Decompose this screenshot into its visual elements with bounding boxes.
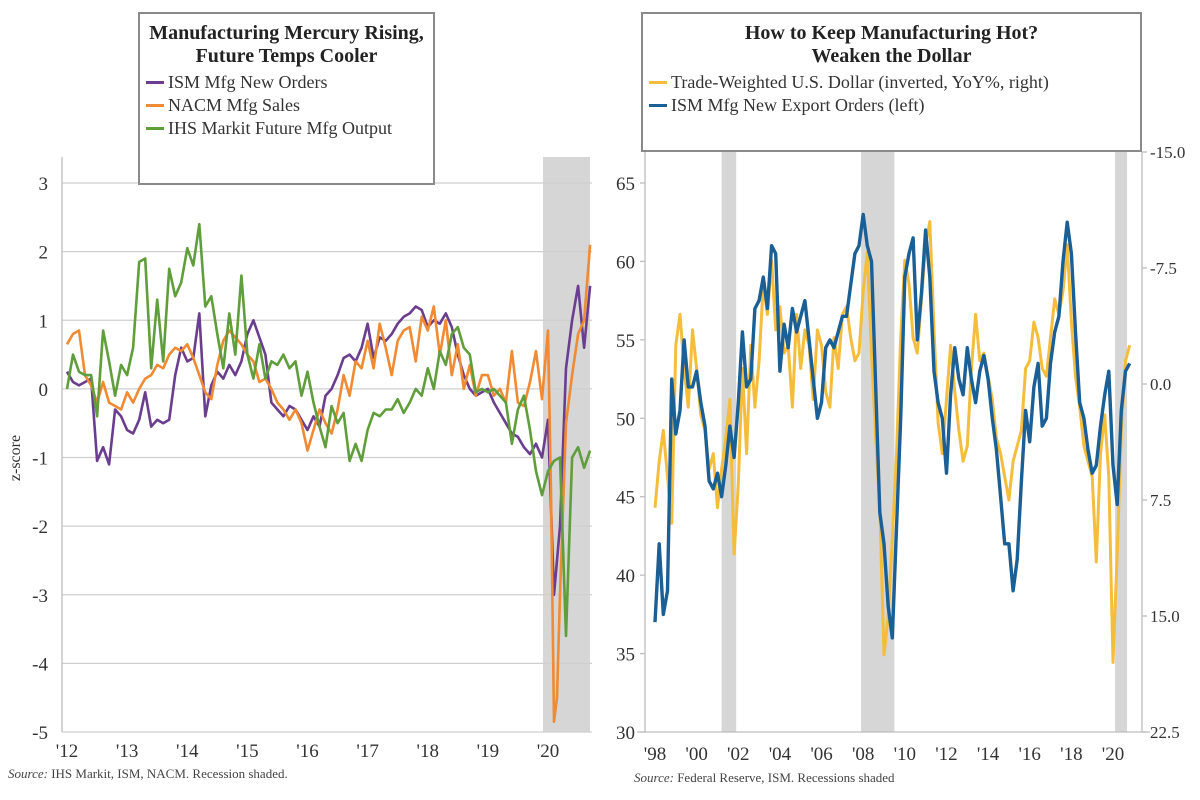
x-tick-label: '19	[477, 741, 499, 762]
legend-swatch-ihs-future-output	[146, 127, 164, 130]
left-x-axis-ticks: '12 '13 '14 '15 '16 '17 '18 '19 '20	[56, 741, 559, 762]
legend-item-ism-export-orders: ISM Mfg New Export Orders (left)	[643, 94, 1140, 117]
legend-swatch-trade-weighted-dollar	[649, 81, 667, 84]
x-tick-label: '18	[1060, 744, 1082, 765]
left-y-tick-label: 45	[616, 488, 635, 509]
right-source-text: Federal Reserve, ISM. Recessions shaded	[677, 770, 895, 785]
right-chart-title-line-1: How to Keep Manufacturing Hot?	[744, 22, 1039, 44]
x-tick-label: '00	[685, 744, 707, 765]
series-line-ism-mfg-new-orders	[65, 284, 592, 597]
y-tick-label: 1	[39, 311, 49, 332]
x-tick-label: '20	[537, 741, 559, 762]
legend-label-ism-new-orders: ISM Mfg New Orders	[168, 72, 328, 92]
left-chart-title-line-2: Future Temps Cooler	[195, 45, 378, 67]
x-tick-label: '06	[810, 744, 832, 765]
y-tick-label: -1	[32, 449, 48, 470]
series-line-ihs-markit-future-mfg-output	[65, 222, 592, 638]
right-y-tick-label: -15.0	[1150, 143, 1185, 162]
right-y-tick-label: 15.0	[1150, 607, 1180, 626]
x-tick-label: '10	[894, 744, 916, 765]
right-chart-source: Source: Federal Reserve, ISM. Recessions…	[634, 770, 895, 786]
legend-label-ism-export-orders: ISM Mfg New Export Orders (left)	[671, 95, 925, 115]
x-tick-label: '14	[977, 744, 1000, 765]
x-tick-label: '15	[236, 741, 258, 762]
right-chart-legend: How to Keep Manufacturing Hot? Weaken th…	[641, 12, 1142, 152]
y-tick-label: 3	[39, 174, 49, 195]
y-tick-label: 0	[39, 380, 49, 401]
left-y-tick-label: 60	[616, 252, 635, 273]
right-chart: 65 60 55 50 45 40 35 30 -15.0 -7.5 0.0 7.5 15.0 22.5…	[616, 143, 1185, 765]
x-tick-label: '18	[417, 741, 439, 762]
left-gridlines	[62, 182, 592, 733]
legend-item-trade-weighted-dollar: Trade-Weighted U.S. Dollar (inverted, Yo…	[643, 71, 1140, 94]
x-tick-label: '16	[1019, 744, 1041, 765]
y-tick-label: -4	[32, 654, 48, 675]
legend-item-nacm-sales: NACM Mfg Sales	[140, 94, 433, 117]
right-series-lines	[653, 212, 1132, 664]
left-y-tick-label: 35	[616, 645, 635, 666]
x-tick-label: '13	[116, 741, 138, 762]
legend-item-ihs-future-output: IHS Markit Future Mfg Output	[140, 117, 433, 140]
x-tick-label: '04	[769, 744, 792, 765]
left-y-tick-label: 40	[616, 566, 635, 587]
y-tick-label: 2	[39, 243, 49, 264]
right-chart-left-y-ticks: 65 60 55 50 45 40 35 30	[616, 174, 645, 744]
left-y-axis-ticks: 3 2 1 0 -1 -2 -3 -4 -5	[32, 174, 48, 744]
left-source-prefix: Source:	[8, 766, 48, 781]
series-line-trade-weighted-u-s-dollar-inverted-yoy-right	[653, 220, 1132, 664]
right-chart-title-line-2: Weaken the Dollar	[811, 45, 972, 67]
left-y-axis-title: z-score	[7, 435, 24, 481]
left-chart-title-line-1: Manufacturing Mercury Rising,	[149, 22, 424, 44]
left-y-tick-label: 55	[616, 331, 635, 352]
x-tick-label: '14	[176, 741, 199, 762]
left-chart-legend: Manufacturing Mercury Rising, Future Tem…	[138, 12, 435, 185]
legend-swatch-ism-new-orders	[146, 81, 164, 84]
legend-swatch-nacm-sales	[146, 104, 164, 107]
x-tick-label: '02	[727, 744, 749, 765]
x-tick-label: '12	[935, 744, 957, 765]
legend-label-trade-weighted-dollar: Trade-Weighted U.S. Dollar (inverted, Yo…	[671, 72, 1049, 92]
legend-item-ism-new-orders: ISM Mfg New Orders	[140, 71, 433, 94]
x-tick-label: '17	[356, 741, 378, 762]
right-y-tick-label: 0.0	[1150, 375, 1171, 394]
x-tick-label: '08	[852, 744, 874, 765]
right-y-tick-label: 7.5	[1150, 491, 1171, 510]
left-y-tick-label: 50	[616, 409, 635, 430]
right-chart-x-ticks: '98 '00 '02 '04 '06 '08 '10 '12 '14 '16 '18 '20	[644, 744, 1124, 765]
right-source-prefix: Source:	[634, 770, 674, 785]
legend-label-nacm-sales: NACM Mfg Sales	[168, 95, 301, 115]
x-tick-label: '16	[296, 741, 318, 762]
left-y-tick-label: 30	[616, 723, 635, 744]
x-tick-label: '12	[56, 741, 78, 762]
y-tick-label: -2	[32, 517, 48, 538]
x-tick-label: '98	[644, 744, 666, 765]
right-y-tick-label: 22.5	[1150, 723, 1180, 742]
legend-swatch-ism-export-orders	[649, 104, 667, 107]
left-source-text: IHS Markit, ISM, NACM. Recession shaded.	[51, 766, 288, 781]
left-y-tick-label: 65	[616, 174, 635, 195]
series-line-ism-mfg-new-export-orders-left	[653, 212, 1132, 640]
x-tick-label: '20	[1102, 744, 1124, 765]
left-series-lines	[65, 222, 592, 724]
legend-label-ihs-future-output: IHS Markit Future Mfg Output	[168, 118, 392, 138]
y-tick-label: -3	[32, 586, 48, 607]
left-chart-source: Source: IHS Markit, ISM, NACM. Recession…	[8, 766, 288, 782]
right-y-tick-label: -7.5	[1150, 259, 1177, 278]
series-line-nacm-mfg-sales	[65, 244, 592, 724]
right-chart-right-y-ticks: -15.0 -7.5 0.0 7.5 15.0 22.5	[1142, 143, 1185, 742]
y-tick-label: -5	[32, 723, 48, 744]
